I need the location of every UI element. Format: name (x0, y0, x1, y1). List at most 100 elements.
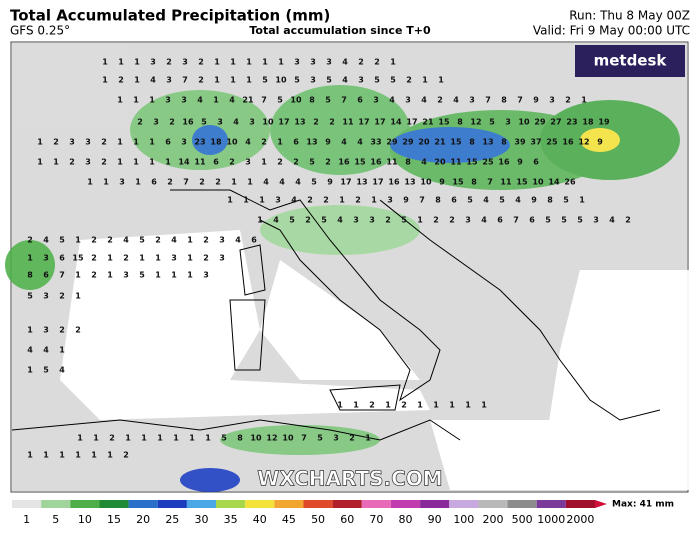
map-value: 1 (187, 254, 193, 263)
colorbar-segment (245, 500, 275, 508)
map-value: 1 (149, 138, 155, 147)
map-value: 4 (515, 196, 521, 205)
map-value: 3 (150, 58, 156, 67)
map-value: 16 (338, 158, 350, 167)
map-value: 4 (279, 178, 285, 187)
map-value: 12 (266, 434, 277, 443)
colorbar-label: 25 (165, 513, 179, 526)
map-value: 5 (262, 76, 268, 85)
map-value: 2 (293, 158, 299, 167)
map-value: 5 (390, 76, 396, 85)
colorbar-segment (478, 500, 508, 508)
map-value: 2 (198, 58, 204, 67)
map-value: 2 (101, 138, 107, 147)
colorbar-label: 50 (311, 513, 325, 526)
map-value: 2 (406, 76, 412, 85)
map-value: 1 (75, 236, 81, 245)
map-value: 8 (501, 96, 507, 105)
map-value: 7 (341, 96, 347, 105)
colorbar-label: 1 (23, 513, 30, 526)
colorbar-label: 35 (224, 513, 238, 526)
map-value: 1 (139, 254, 145, 263)
map-value: 7 (261, 96, 267, 105)
map-value: 6 (59, 254, 65, 263)
colorbar-label: 5 (52, 513, 59, 526)
map-value: 12 (470, 118, 481, 127)
map-value: 2 (27, 236, 33, 245)
map-value: 2 (167, 178, 173, 187)
run: Run: Thu 8 May 00Z (569, 9, 690, 23)
map-value: 16 (562, 138, 574, 147)
map-value: 4 (357, 138, 363, 147)
map-value: 7 (301, 434, 307, 443)
colorbar-label: 70 (369, 513, 383, 526)
map-value: 1 (353, 401, 359, 410)
map-value: 1 (102, 58, 108, 67)
map-value: 1 (59, 346, 65, 355)
coastlines (11, 189, 661, 441)
map-value: 2 (198, 76, 204, 85)
map-value: 17 (358, 118, 369, 127)
map-value: 10 (420, 178, 432, 187)
map-value: 2 (107, 236, 113, 245)
colorbar-label: 1000 (537, 513, 565, 526)
map-value: 9 (403, 196, 409, 205)
colorbar-label: 10 (78, 513, 92, 526)
colorbar-segment (186, 500, 217, 508)
map-value: 4 (453, 96, 459, 105)
map-value: 7 (59, 271, 65, 280)
map-value: 1 (365, 434, 371, 443)
map-value: 7 (485, 96, 491, 105)
colorbar-segment (449, 500, 479, 508)
map-value: 7 (517, 96, 523, 105)
map-value: 3 (326, 58, 332, 67)
map-value: 1 (581, 96, 587, 105)
map-value: 3 (373, 96, 379, 105)
map-value: 13 (306, 138, 317, 147)
map-value: 2 (449, 216, 455, 225)
map-value: 4 (421, 158, 427, 167)
map-value: 2 (59, 292, 65, 301)
map-value: 39 (514, 138, 526, 147)
map-value: 8 (435, 196, 441, 205)
map-value: 8 (547, 196, 553, 205)
map-value: 4 (43, 236, 49, 245)
colorbar-segment (274, 500, 304, 508)
map-value: 2 (229, 158, 235, 167)
map-value: 10 (290, 96, 302, 105)
map-value: 10 (518, 118, 530, 127)
map-value: 8 (501, 138, 507, 147)
map-value: 29 (402, 138, 414, 147)
map-value: 12 (578, 138, 589, 147)
map-value: 11 (342, 118, 354, 127)
map-value: 1 (246, 76, 252, 85)
map-value: 1 (43, 451, 49, 460)
map-value: 3 (181, 138, 187, 147)
map-value: 2 (118, 76, 124, 85)
map-value: 5 (317, 434, 323, 443)
map-value: 2 (385, 216, 391, 225)
map-value: 8 (309, 96, 315, 105)
map-value: 5 (221, 434, 227, 443)
max-label: Max: 41 mm (612, 500, 674, 510)
map-value: 1 (134, 58, 140, 67)
map-value: 3 (153, 118, 159, 127)
map-value: 4 (337, 216, 343, 225)
map-value: 3 (310, 76, 316, 85)
map-value: 4 (171, 236, 177, 245)
map-value: 1 (390, 58, 396, 67)
map-value: 3 (275, 196, 281, 205)
map-value: 15 (72, 254, 84, 263)
colorbar-label: 90 (428, 513, 442, 526)
map-value: 6 (251, 236, 257, 245)
map-value: 4 (197, 96, 203, 105)
map-value: 1 (231, 178, 237, 187)
map-value: 4 (229, 96, 235, 105)
map-value: 1 (385, 401, 391, 410)
map-value: 1 (27, 254, 33, 263)
map-value: 3 (310, 58, 316, 67)
map-value: 23 (194, 138, 205, 147)
map-value: 6 (451, 196, 457, 205)
map-value: 1 (117, 138, 123, 147)
map-value: 2 (401, 401, 407, 410)
